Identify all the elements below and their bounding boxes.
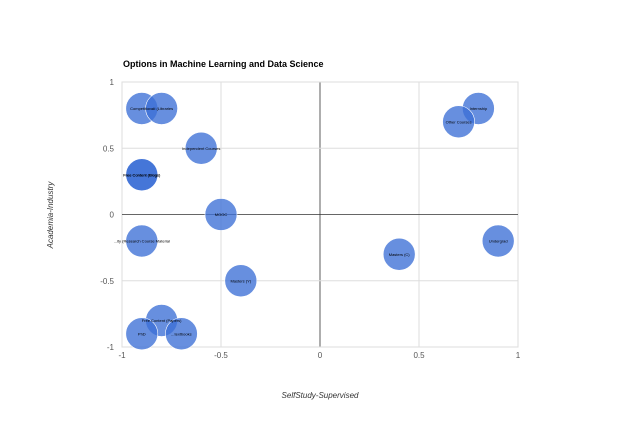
bubble-point[interactable] — [165, 317, 198, 351]
bubble-label: ...ti (Libraries — [150, 106, 173, 111]
bubble-label: MOOC — [215, 212, 228, 217]
x-tick-label: 0.5 — [413, 351, 425, 360]
bubble-point[interactable] — [204, 198, 238, 231]
bubble-point[interactable] — [125, 317, 159, 351]
bubble-label: Masters (C) — [389, 252, 411, 257]
bubble-point[interactable] — [125, 158, 159, 192]
y-tick-label: -0.5 — [100, 277, 114, 286]
chart-title: Options in Machine Learning and Data Sci… — [123, 59, 324, 69]
bubble-label: Other Courses — [446, 119, 472, 124]
bubble-point[interactable] — [442, 105, 475, 139]
y-axis-label: Academia-Industry — [46, 181, 55, 250]
bubble-label: ...textbooks — [171, 331, 191, 336]
y-tick-label: -1 — [107, 343, 115, 352]
x-axis-label: SelfStudy-Supervised — [282, 391, 359, 400]
x-tick-label: 0 — [318, 351, 323, 360]
bubble-point[interactable] — [125, 224, 159, 258]
bubble-label: PhD — [138, 331, 146, 336]
y-tick-label: 0.5 — [103, 144, 115, 153]
bubble-point[interactable] — [184, 131, 218, 165]
x-tick-label: -1 — [118, 351, 126, 360]
tick-labels: -1 -0.5 0 0.5 1 1 0.5 0 -0.5 -1 — [100, 78, 521, 360]
x-tick-label: -0.5 — [214, 351, 228, 360]
bubble-point[interactable] — [382, 237, 416, 271]
bubble-point[interactable] — [481, 224, 515, 258]
bubble-label: Free Content (Papers) — [142, 318, 182, 323]
bubble-label: ...ity (Research Course Material — [114, 239, 170, 244]
bubble-point[interactable] — [145, 92, 178, 125]
y-tick-label: 0 — [110, 211, 115, 220]
x-tick-label: 1 — [516, 351, 521, 360]
bubble-label: Internship — [470, 106, 488, 111]
bubble-point[interactable] — [224, 264, 258, 298]
bubbles — [125, 92, 515, 351]
bubble-label: Free Content (Blogs) — [123, 172, 161, 177]
bubble-label: Free Content (Blogs) — [123, 172, 161, 177]
y-tick-label: 1 — [110, 78, 115, 87]
bubble-labels: Competitions...ti (Libraries Independent … — [114, 106, 508, 336]
bubble-label: Undergrad — [489, 239, 508, 244]
bubble-label: Independent Courses — [182, 146, 220, 151]
bubble-label: Masters (Y) — [230, 278, 251, 283]
bubble-label: Competitions — [130, 106, 153, 111]
